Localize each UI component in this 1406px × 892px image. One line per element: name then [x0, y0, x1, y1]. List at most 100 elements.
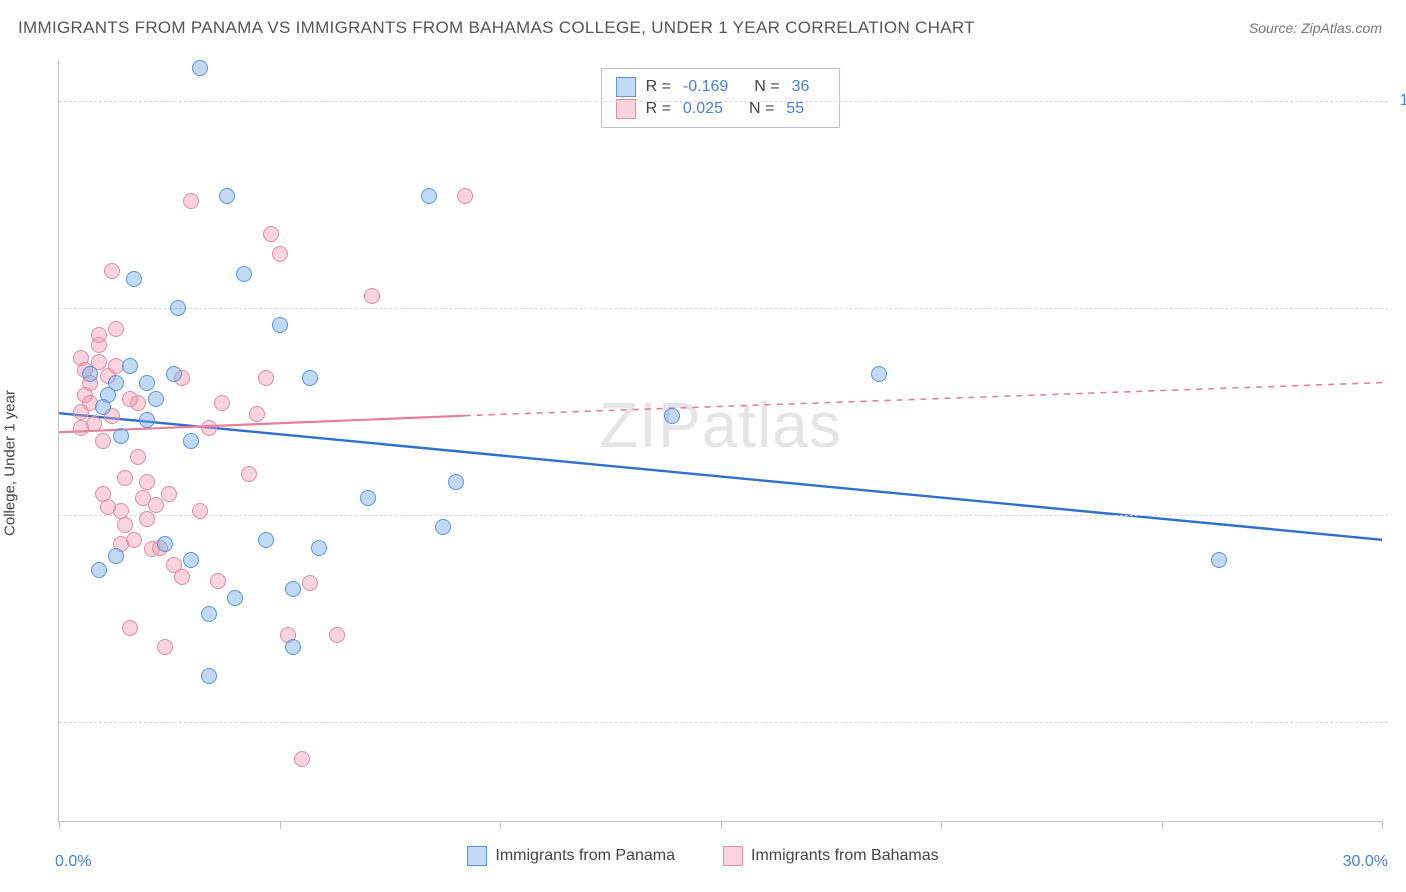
point-panama	[285, 639, 301, 655]
point-bahamas	[249, 406, 265, 422]
point-bahamas	[214, 395, 230, 411]
r-value-panama: -0.169	[683, 78, 728, 96]
point-panama	[664, 408, 680, 424]
x-tick	[280, 821, 281, 829]
point-panama	[201, 606, 217, 622]
swatch-bahamas	[723, 846, 743, 866]
point-bahamas	[263, 226, 279, 242]
r-value-bahamas: 0.025	[683, 100, 723, 118]
point-panama	[183, 552, 199, 568]
swatch-panama	[467, 846, 487, 866]
point-panama	[435, 519, 451, 535]
x-tick	[1382, 821, 1383, 829]
point-bahamas	[139, 511, 155, 527]
chart-title: IMMIGRANTS FROM PANAMA VS IMMIGRANTS FRO…	[18, 18, 975, 38]
point-bahamas	[104, 263, 120, 279]
point-bahamas	[241, 466, 257, 482]
point-panama	[126, 271, 142, 287]
point-panama	[227, 590, 243, 606]
point-bahamas	[117, 470, 133, 486]
y-axis-label: College, Under 1 year	[2, 390, 19, 536]
gridline	[59, 515, 1388, 516]
point-panama	[192, 60, 208, 76]
point-bahamas	[157, 639, 173, 655]
point-panama	[285, 581, 301, 597]
watermark-text: ZIPatlas	[599, 388, 842, 462]
point-bahamas	[183, 193, 199, 209]
point-bahamas	[329, 627, 345, 643]
point-bahamas	[148, 497, 164, 513]
point-bahamas	[130, 449, 146, 465]
point-bahamas	[122, 620, 138, 636]
point-panama	[139, 375, 155, 391]
x-tick	[941, 821, 942, 829]
regression-lines	[59, 60, 1382, 821]
point-panama	[311, 540, 327, 556]
series-legend: Immigrants from Panama Immigrants from B…	[18, 846, 1388, 866]
point-bahamas	[108, 321, 124, 337]
point-panama	[108, 375, 124, 391]
chart-area: College, Under 1 year ZIPatlas R = -0.16…	[18, 52, 1388, 874]
point-panama	[113, 428, 129, 444]
point-bahamas	[91, 327, 107, 343]
point-bahamas	[139, 474, 155, 490]
r-label: R =	[646, 100, 671, 118]
point-panama	[448, 474, 464, 490]
point-panama	[166, 366, 182, 382]
gridline	[59, 101, 1388, 102]
point-bahamas	[272, 246, 288, 262]
point-panama	[236, 266, 252, 282]
correlation-legend: R = -0.169 N = 36 R = 0.025 N = 55	[601, 68, 841, 128]
point-panama	[91, 562, 107, 578]
point-panama	[360, 490, 376, 506]
legend-label-panama: Immigrants from Panama	[495, 847, 675, 865]
point-panama	[170, 300, 186, 316]
point-panama	[302, 370, 318, 386]
y-tick-label: 25.0%	[1388, 713, 1406, 731]
point-bahamas	[294, 751, 310, 767]
x-tick	[721, 821, 722, 829]
legend-row-panama: R = -0.169 N = 36	[616, 77, 826, 97]
point-panama	[148, 391, 164, 407]
point-panama	[871, 366, 887, 382]
x-tick	[1162, 821, 1163, 829]
point-bahamas	[457, 188, 473, 204]
point-panama	[122, 358, 138, 374]
gridline	[59, 722, 1388, 723]
point-bahamas	[73, 404, 89, 420]
point-panama	[157, 536, 173, 552]
gridline	[59, 308, 1388, 309]
swatch-panama	[616, 77, 636, 97]
point-panama	[201, 668, 217, 684]
point-panama	[108, 548, 124, 564]
point-bahamas	[122, 391, 138, 407]
source-attribution: Source: ZipAtlas.com	[1249, 20, 1382, 36]
x-tick	[59, 821, 60, 829]
point-panama	[1211, 552, 1227, 568]
legend-label-bahamas: Immigrants from Bahamas	[751, 847, 939, 865]
point-bahamas	[258, 370, 274, 386]
point-bahamas	[364, 288, 380, 304]
point-bahamas	[174, 569, 190, 585]
x-tick	[500, 821, 501, 829]
point-bahamas	[161, 486, 177, 502]
point-bahamas	[95, 433, 111, 449]
legend-item-panama: Immigrants from Panama	[467, 846, 675, 866]
y-tick-label: 75.0%	[1388, 299, 1406, 317]
point-bahamas	[302, 575, 318, 591]
point-panama	[139, 412, 155, 428]
r-label: R =	[646, 78, 671, 96]
point-panama	[421, 188, 437, 204]
n-label: N =	[754, 78, 779, 96]
y-tick-label: 100.0%	[1388, 92, 1406, 110]
y-tick-label: 50.0%	[1388, 506, 1406, 524]
point-bahamas	[117, 517, 133, 533]
point-bahamas	[201, 420, 217, 436]
n-value-bahamas: 55	[786, 100, 804, 118]
n-label: N =	[749, 100, 774, 118]
point-bahamas	[73, 420, 89, 436]
legend-item-bahamas: Immigrants from Bahamas	[723, 846, 939, 866]
plot-region: ZIPatlas R = -0.169 N = 36 R = 0.025 N =…	[58, 60, 1382, 822]
point-panama	[258, 532, 274, 548]
point-bahamas	[192, 503, 208, 519]
